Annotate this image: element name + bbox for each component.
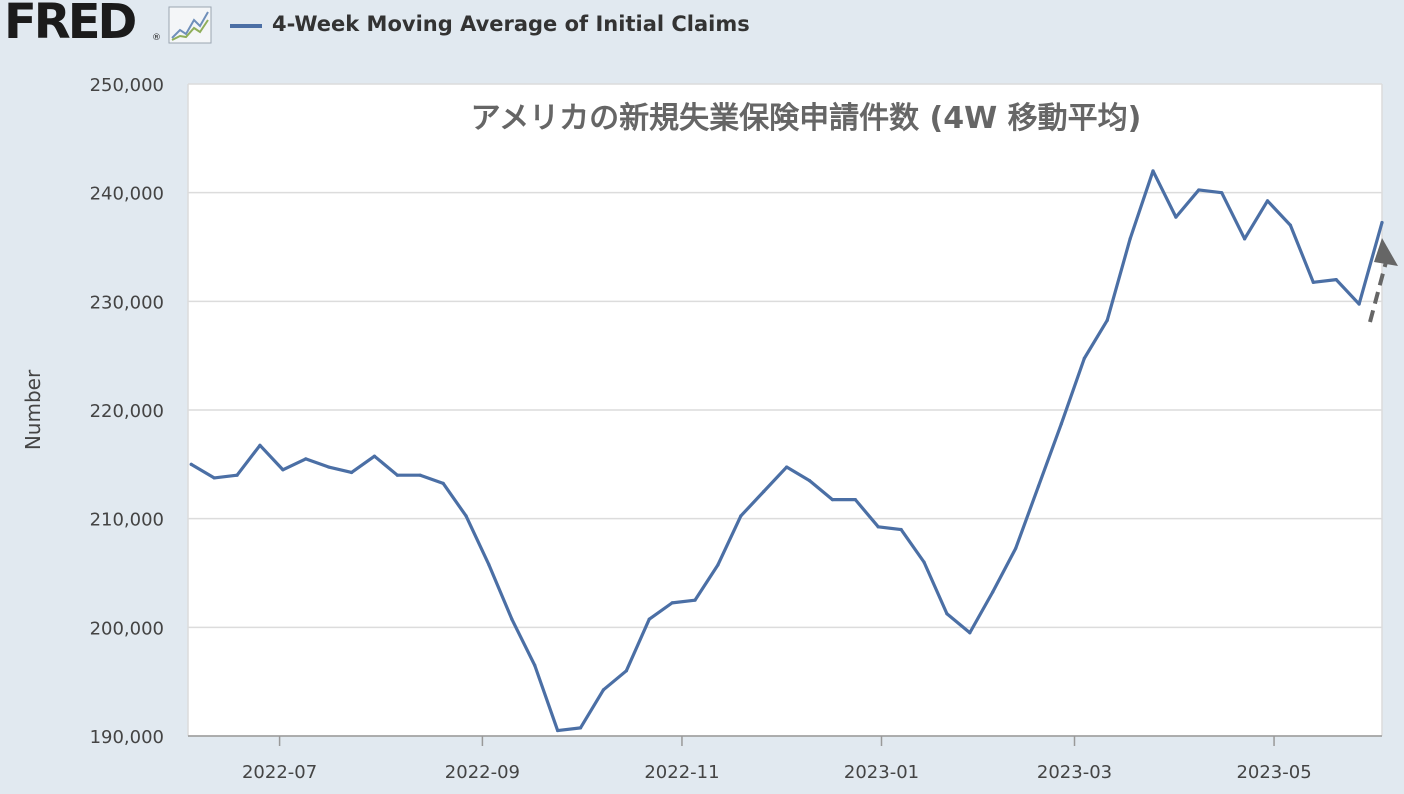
data-point [624, 669, 628, 673]
data-point [1151, 169, 1155, 173]
data-point [1311, 280, 1315, 284]
data-point [1334, 278, 1338, 282]
data-point [304, 457, 308, 461]
y-tick-label: 250,000 [90, 75, 164, 96]
x-tick-label: 2022-09 [445, 762, 520, 783]
x-tick-label: 2023-01 [844, 762, 919, 783]
data-point [1220, 191, 1224, 195]
data-point [556, 728, 560, 733]
registered-mark: ® [152, 33, 161, 43]
data-point [349, 470, 354, 475]
data-point [693, 598, 697, 602]
data-point [853, 498, 857, 502]
data-point [1059, 421, 1064, 426]
data-point [876, 525, 880, 529]
y-tick-label: 220,000 [90, 401, 164, 422]
data-point [830, 498, 835, 502]
data-point [670, 601, 674, 605]
data-point [1174, 215, 1178, 219]
data-point [533, 663, 537, 667]
data-point [327, 465, 331, 469]
line-chart-icon [168, 6, 212, 44]
data-point [441, 481, 445, 485]
series-group [189, 169, 1384, 733]
data-point [1265, 199, 1270, 203]
data-point [945, 612, 949, 616]
data-point [922, 560, 926, 564]
data-point [258, 443, 262, 447]
data-point [1357, 302, 1361, 306]
chart-title: アメリカの新規失業保険申請件数 (4W 移動平均) [471, 101, 1142, 136]
data-point [1288, 223, 1293, 227]
data-point [807, 479, 812, 483]
data-point [968, 631, 972, 635]
data-point [899, 527, 903, 532]
data-point [395, 473, 399, 477]
data-point [785, 465, 789, 469]
data-point [372, 454, 377, 458]
data-point [647, 617, 651, 621]
x-axis: 2022-07 2022-09 2022-11 2023-01 2023-03 2023-… [188, 735, 1382, 783]
data-point [1082, 356, 1086, 360]
data-point [716, 563, 720, 567]
data-point [281, 468, 285, 472]
up-arrow-annotation [1368, 238, 1398, 323]
y-axis: 190,000 200,000 210,000 220,000 230,000 240,0… [90, 75, 164, 748]
data-point [418, 473, 422, 477]
data-point [991, 590, 995, 594]
y-tick-label: 230,000 [90, 292, 164, 313]
data-point [487, 563, 491, 567]
data-point [1128, 237, 1132, 241]
data-point [1036, 484, 1041, 488]
data-point [601, 688, 606, 692]
data-point [1197, 188, 1201, 192]
data-point [578, 726, 583, 730]
x-tick-label: 2023-03 [1037, 762, 1112, 783]
data-point [510, 617, 514, 621]
data-point [235, 473, 239, 477]
data-point [189, 462, 193, 466]
data-point [739, 514, 743, 518]
fred-logo[interactable]: FRED [4, 0, 137, 50]
legend-swatch [230, 24, 262, 28]
x-tick-label: 2022-11 [644, 762, 719, 783]
data-point [1105, 318, 1109, 322]
x-tick-label: 2022-07 [242, 762, 317, 783]
legend-label[interactable]: 4-Week Moving Average of Initial Claims [272, 12, 750, 36]
data-point [762, 489, 766, 494]
y-axis-title: Number [21, 369, 45, 450]
y-tick-label: 240,000 [90, 184, 164, 205]
y-tick-label: 210,000 [90, 510, 164, 531]
data-point [1380, 220, 1384, 225]
x-tick-label: 2023-05 [1236, 762, 1311, 783]
data-point [1243, 237, 1247, 241]
data-point [212, 476, 216, 480]
y-tick-label: 200,000 [90, 618, 164, 639]
data-point [464, 514, 468, 518]
y-tick-label: 190,000 [90, 727, 164, 748]
chart-header: FRED ® 4-Week Moving Average of Initial … [0, 0, 1404, 60]
data-point [1014, 546, 1018, 551]
